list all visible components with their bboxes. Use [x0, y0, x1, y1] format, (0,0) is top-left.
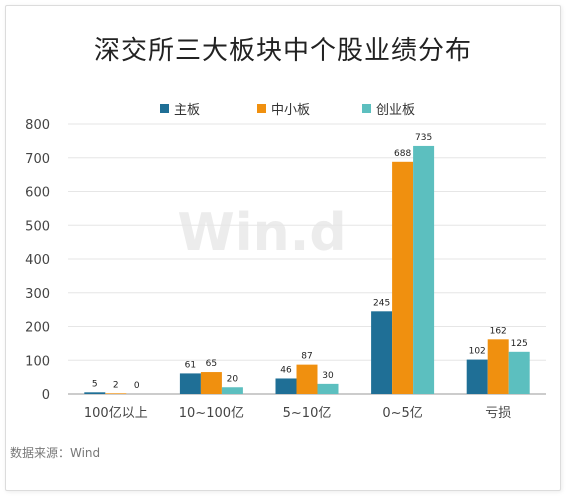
data-label-chinext-0: 0: [134, 381, 140, 391]
bar-sme-board-2: [296, 364, 318, 394]
y-tick-label-700: 700: [25, 152, 50, 167]
data-label-sme-board-0: 2: [113, 380, 119, 390]
bar-main-board-0: [84, 392, 106, 394]
data-label-main-board-2: 46: [280, 365, 292, 375]
bar-sme-board-1: [200, 372, 222, 394]
bar-main-board-2: [275, 378, 297, 394]
bar-chinext-2: [317, 383, 339, 394]
chart-card: [5, 5, 561, 491]
y-tick-label-100: 100: [25, 354, 50, 369]
data-label-main-board-4: 102: [469, 347, 486, 357]
data-label-sme-board-1: 65: [206, 359, 217, 369]
y-tick-label-300: 300: [25, 287, 50, 302]
x-tick-label-4: 亏损: [485, 406, 511, 421]
y-tick-label-400: 400: [25, 253, 50, 268]
data-label-chinext-1: 20: [227, 374, 239, 384]
bar-chinext-1: [221, 387, 243, 394]
legend-label-sme-board: 中小板: [271, 103, 311, 118]
y-tick-label-500: 500: [25, 219, 50, 234]
x-tick-label-0: 100亿以上: [84, 406, 148, 421]
bar-main-board-3: [371, 311, 393, 394]
bar-chinext-3: [413, 145, 435, 394]
data-label-chinext-3: 735: [415, 133, 432, 143]
data-label-sme-board-4: 162: [490, 326, 507, 336]
legend-label-main-board: 主板: [174, 103, 201, 118]
watermark-text: Win.d: [177, 203, 346, 263]
x-tick-label-1: 10~100亿: [179, 406, 244, 421]
bar-main-board-4: [466, 359, 488, 394]
bar-chinext-4: [508, 351, 530, 394]
legend-swatch-main-board: [160, 104, 169, 113]
legend-label-chinext: 创业板: [376, 103, 416, 118]
data-label-main-board-1: 61: [185, 360, 196, 370]
data-label-sme-board-2: 87: [301, 352, 312, 362]
bar-sme-board-3: [392, 161, 414, 394]
legend-item-sme-board: 中小板: [257, 99, 310, 118]
x-tick-label-3: 0~5亿: [382, 406, 422, 421]
bar-sme-board-0: [105, 393, 127, 394]
data-label-main-board-0: 5: [92, 379, 98, 389]
data-label-main-board-3: 245: [373, 298, 390, 308]
y-tick-label-600: 600: [25, 186, 50, 201]
data-source-note: 数据来源：Wind: [10, 446, 101, 460]
legend: 主板 中小板 创业板: [0, 99, 566, 118]
data-label-chinext-2: 30: [322, 371, 334, 381]
legend-item-main-board: 主板: [160, 99, 200, 118]
legend-swatch-sme-board: [257, 104, 266, 113]
y-tick-label-200: 200: [25, 321, 50, 336]
bar-sme-board-4: [487, 339, 509, 394]
data-label-chinext-4: 125: [511, 339, 528, 349]
legend-swatch-chinext: [362, 104, 371, 113]
bar-main-board-1: [179, 373, 201, 394]
data-label-sme-board-3: 688: [394, 149, 411, 159]
legend-item-chinext: 创业板: [362, 99, 415, 118]
y-tick-label-800: 800: [25, 118, 50, 133]
x-tick-label-2: 5~10亿: [283, 406, 332, 421]
chart-title: 深交所三大板块中个股业绩分布: [93, 36, 472, 66]
y-tick-label-0: 0: [42, 388, 50, 403]
